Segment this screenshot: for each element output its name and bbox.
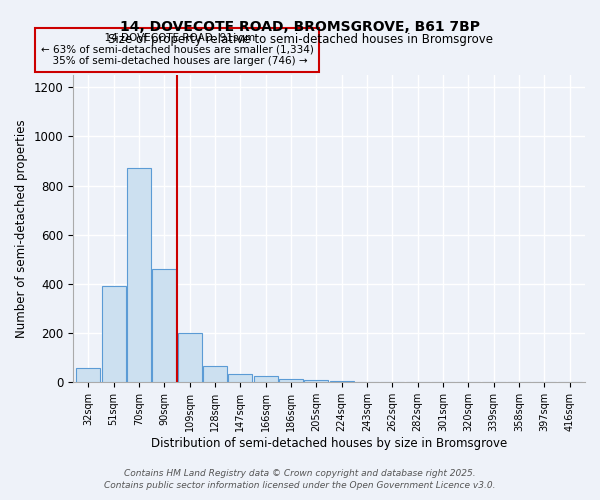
Bar	[76, 368, 100, 382]
Bar	[101, 286, 125, 382]
Y-axis label: Number of semi-detached properties: Number of semi-detached properties	[15, 120, 28, 338]
Text: Contains HM Land Registry data © Crown copyright and database right 2025.
Contai: Contains HM Land Registry data © Crown c…	[104, 468, 496, 490]
Bar	[304, 380, 328, 382]
Bar	[254, 376, 278, 382]
Text: Size of property relative to semi-detached houses in Bromsgrove: Size of property relative to semi-detach…	[107, 33, 493, 46]
Bar	[178, 333, 202, 382]
Bar	[279, 378, 303, 382]
Text: 14 DOVECOTE ROAD: 91sqm
← 63% of semi-detached houses are smaller (1,334)
  35% : 14 DOVECOTE ROAD: 91sqm ← 63% of semi-de…	[41, 33, 313, 66]
Bar	[203, 366, 227, 382]
Bar	[152, 269, 176, 382]
Text: 14, DOVECOTE ROAD, BROMSGROVE, B61 7BP: 14, DOVECOTE ROAD, BROMSGROVE, B61 7BP	[120, 20, 480, 34]
X-axis label: Distribution of semi-detached houses by size in Bromsgrove: Distribution of semi-detached houses by …	[151, 437, 507, 450]
Bar	[228, 374, 253, 382]
Bar	[127, 168, 151, 382]
